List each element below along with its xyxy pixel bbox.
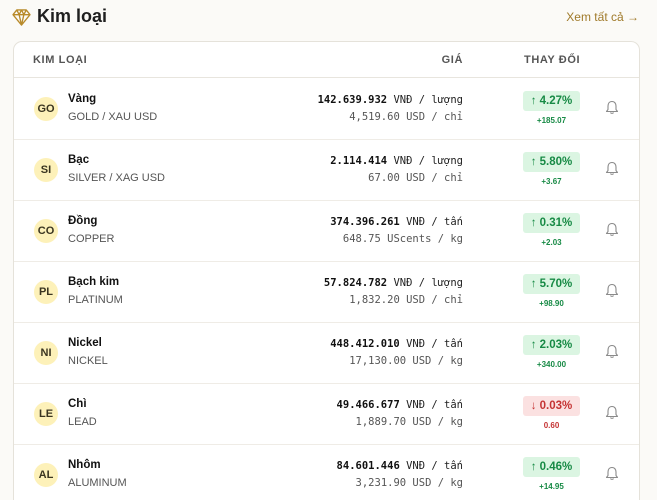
price-vnd-unit: VNĐ / tấn xyxy=(406,338,463,350)
price-vnd-unit: VNĐ / lượng xyxy=(393,94,463,106)
change-delta: +98.90 xyxy=(539,299,564,308)
price-vnd-value: 49.466.677 xyxy=(336,399,400,411)
bell-icon[interactable] xyxy=(605,222,619,237)
metal-symbol-badge: SI xyxy=(34,158,58,182)
bell-icon[interactable] xyxy=(605,161,619,176)
column-header-price: GIÁ xyxy=(441,54,463,66)
metal-code: SILVER / XAG USD xyxy=(68,172,165,184)
metal-name: Bạch kim xyxy=(68,276,120,288)
metal-symbol-badge: LE xyxy=(34,402,58,426)
change-percent-badge: ↑ 0.46% xyxy=(523,457,580,477)
price-vnd: 374.396.261 VNĐ / tấn xyxy=(330,216,463,228)
metal-name: Chì xyxy=(68,398,87,410)
change-delta: +3.67 xyxy=(541,177,562,186)
change-delta: +185.07 xyxy=(536,116,567,125)
price-vnd: 57.824.782 VNĐ / lượng xyxy=(324,277,463,289)
price-vnd-value: 448.412.010 xyxy=(330,338,400,350)
price-vnd-unit: VNĐ / tấn xyxy=(406,460,463,472)
price-vnd: 49.466.677 VNĐ / tấn xyxy=(337,399,463,411)
table-row[interactable]: PL Bạch kim PLATINUM 57.824.782 VNĐ / lượng… xyxy=(14,262,639,323)
metals-table: KIM LOẠI GIÁ THAY ĐỔI GO Vàng GOLD / XAU U… xyxy=(13,41,640,500)
price-vnd-unit: VNĐ / tấn xyxy=(406,399,463,411)
price-usd: 4,519.60 USD / chỉ xyxy=(349,111,463,123)
change-percent-badge: ↑ 5.70% xyxy=(523,274,580,294)
gem-icon xyxy=(12,9,31,26)
price-usd: 67.00 USD / chỉ xyxy=(368,172,463,184)
metal-symbol-badge: GO xyxy=(34,97,58,121)
price-vnd-value: 374.396.261 xyxy=(330,216,400,228)
change-percent-badge: ↑ 4.27% xyxy=(523,91,580,111)
price-vnd: 84.601.446 VNĐ / tấn xyxy=(337,460,463,472)
column-header-change: THAY ĐỔI xyxy=(524,54,581,66)
metal-code: COPPER xyxy=(68,233,115,245)
change-delta: +340.00 xyxy=(536,360,567,369)
price-vnd: 142.639.932 VNĐ / lượng xyxy=(318,94,463,106)
metal-name: Nickel xyxy=(68,337,102,349)
price-vnd-value: 84.601.446 xyxy=(336,460,400,472)
price-usd: 1,889.70 USD / kg xyxy=(355,416,463,428)
section-header: Kim loại Xem tất cả → xyxy=(0,0,657,36)
metal-name: Vàng xyxy=(68,93,97,105)
bell-icon[interactable] xyxy=(605,405,619,420)
metal-symbol-badge: NI xyxy=(34,341,58,365)
metal-code: ALUMINUM xyxy=(68,477,127,489)
change-delta: 0.60 xyxy=(543,421,560,430)
table-row[interactable]: LE Chì LEAD 49.466.677 VNĐ / tấn 1,889.70 US… xyxy=(14,384,639,445)
price-usd: 17,130.00 USD / kg xyxy=(349,355,463,367)
price-vnd: 448.412.010 VNĐ / tấn xyxy=(330,338,463,350)
price-vnd-unit: VNĐ / lượng xyxy=(393,155,463,167)
price-vnd-value: 142.639.932 xyxy=(317,94,388,106)
table-row[interactable]: NI Nickel NICKEL 448.412.010 VNĐ / tấn 17,13… xyxy=(14,323,639,384)
bell-icon[interactable] xyxy=(605,100,619,115)
see-all-link[interactable]: Xem tất cả → xyxy=(566,10,639,24)
page-title: Kim loại xyxy=(37,6,108,26)
change-percent-badge: ↓ 0.03% xyxy=(523,396,580,416)
change-percent-badge: ↑ 5.80% xyxy=(523,152,580,172)
metal-code: NICKEL xyxy=(68,355,108,367)
price-usd: 1,832.20 USD / chỉ xyxy=(349,294,463,306)
metal-name: Đồng xyxy=(68,215,98,227)
price-vnd-value: 2.114.414 xyxy=(330,155,388,167)
metal-name: Bạc xyxy=(68,154,90,166)
change-delta: +2.03 xyxy=(541,238,562,247)
price-usd: 3,231.90 USD / kg xyxy=(355,477,463,489)
bell-icon[interactable] xyxy=(605,466,619,481)
metal-name: Nhôm xyxy=(68,459,101,471)
price-vnd-value: 57.824.782 xyxy=(323,277,388,289)
metal-symbol-badge: AL xyxy=(34,463,58,487)
table-row[interactable]: CO Đồng COPPER 374.396.261 VNĐ / tấn 648.75 … xyxy=(14,201,639,262)
change-percent-badge: ↑ 2.03% xyxy=(523,335,580,355)
table-row[interactable]: GO Vàng GOLD / XAU USD 142.639.932 VNĐ / lư… xyxy=(14,79,639,140)
price-vnd-unit: VNĐ / tấn xyxy=(406,216,463,228)
price-vnd: 2.114.414 VNĐ / lượng xyxy=(330,155,463,167)
table-row[interactable]: SI Bạc SILVER / XAG USD 2.114.414 VNĐ / lượ… xyxy=(14,140,639,201)
change-percent-badge: ↑ 0.31% xyxy=(523,213,580,233)
table-row[interactable]: AL Nhôm ALUMINUM 84.601.446 VNĐ / tấn 3,231.… xyxy=(14,445,639,500)
metal-code: LEAD xyxy=(68,416,97,428)
metal-code: PLATINUM xyxy=(68,294,123,306)
table-header: KIM LOẠI GIÁ THAY ĐỔI xyxy=(14,42,639,78)
metal-symbol-badge: CO xyxy=(34,219,58,243)
price-usd: 648.75 UScents / kg xyxy=(342,233,463,245)
metal-code: GOLD / XAU USD xyxy=(68,111,158,123)
bell-icon[interactable] xyxy=(605,283,619,298)
bell-icon[interactable] xyxy=(605,344,619,359)
change-delta: +14.95 xyxy=(539,482,564,491)
price-vnd-unit: VNĐ / lượng xyxy=(393,277,463,289)
metal-symbol-badge: PL xyxy=(34,280,58,304)
column-header-name: KIM LOẠI xyxy=(33,54,88,66)
